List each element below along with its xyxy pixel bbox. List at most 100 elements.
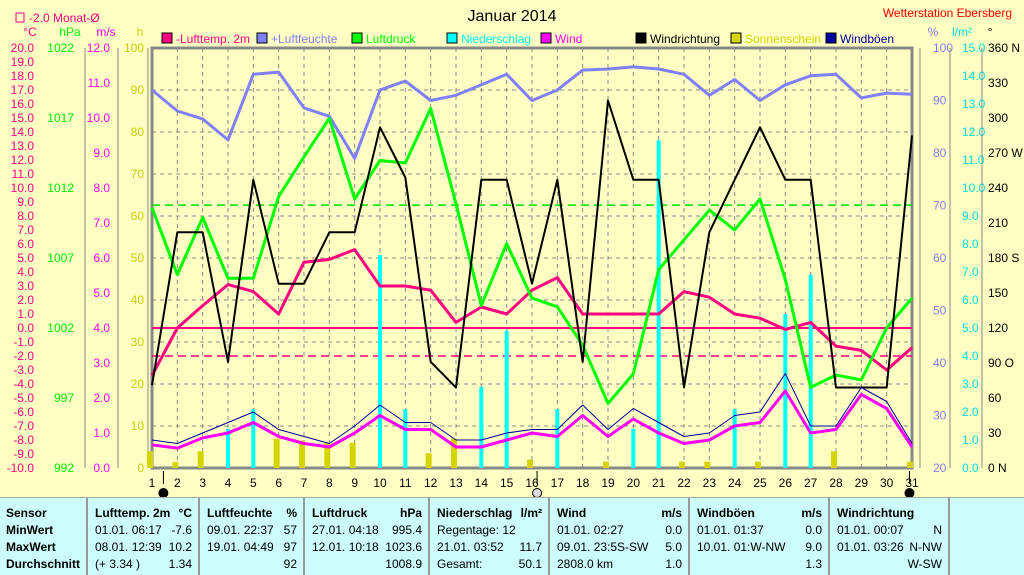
axis-tick-temp: 14.0 bbox=[11, 125, 35, 139]
table-header-unit: m/s bbox=[661, 506, 682, 520]
table-column bbox=[88, 498, 200, 575]
table-value: -7.6 bbox=[171, 523, 192, 537]
table-cell: 21.01. 03:52 bbox=[437, 540, 504, 554]
axis-tick-sun: 30 bbox=[131, 335, 145, 349]
axis-tick-pressure: 1017 bbox=[47, 111, 74, 125]
axis-tick-sun: 100 bbox=[124, 41, 144, 55]
table-header: Sensor bbox=[6, 506, 47, 520]
axis-tick-rain: 8.0 bbox=[962, 237, 979, 251]
legend-swatch-1 bbox=[256, 32, 268, 44]
table-cell: 01.01. 03:26 bbox=[837, 540, 904, 554]
table-column bbox=[550, 498, 690, 575]
axis-unit-temp: °C bbox=[23, 25, 37, 39]
table-cell: 01.01. 00:07 bbox=[837, 523, 904, 537]
table-header: Wind bbox=[557, 506, 587, 520]
axis-tick-rain: 2.0 bbox=[962, 405, 979, 419]
x-tick-label: 18 bbox=[576, 476, 590, 490]
axis-tick-wind: 6.0 bbox=[93, 251, 110, 265]
table-column bbox=[200, 498, 305, 575]
precipitation-bar bbox=[555, 409, 560, 468]
axis-tick-rain: 12.0 bbox=[962, 125, 986, 139]
table-header-unit: hPa bbox=[399, 506, 422, 520]
sunshine-bar bbox=[425, 453, 432, 468]
table-cell: 12.01. 10:18 bbox=[312, 540, 379, 554]
axis-tick-dir: 300 bbox=[988, 111, 1008, 125]
axis-tick-temp: -5.0 bbox=[13, 391, 34, 405]
series-line-luftfeuchte bbox=[151, 65, 913, 160]
table-value: N-NW bbox=[909, 540, 942, 554]
series-line-lufttemp-m bbox=[150, 248, 913, 377]
axis-tick-wind: 12.0 bbox=[87, 41, 111, 55]
axis-tick-temp: 7.0 bbox=[17, 223, 34, 237]
axis-tick-humidity: 90 bbox=[933, 94, 947, 108]
axis-tick-temp: 16.0 bbox=[11, 97, 35, 111]
sunshine-bar bbox=[147, 451, 153, 468]
precipitation-bar bbox=[226, 428, 230, 468]
table-cell: 08.01. 12:39 bbox=[95, 540, 162, 554]
table-value: 5.0 bbox=[665, 540, 682, 554]
axis-tick-wind: 1.0 bbox=[93, 426, 110, 440]
table-value: 11.7 bbox=[519, 540, 542, 554]
chart-title: Januar 2014 bbox=[468, 8, 557, 25]
table-header: Niederschlag bbox=[437, 506, 513, 520]
axis-tick-sun: 0 bbox=[137, 461, 144, 475]
axis-tick-wind: 7.0 bbox=[93, 216, 110, 230]
legend-label-2: Luftdruck bbox=[366, 32, 416, 46]
table-value: 10.2 bbox=[168, 540, 192, 554]
table-cell: 09.01. 22:37 bbox=[207, 523, 274, 537]
legend-swatch-2 bbox=[351, 32, 363, 44]
legend-label-5: Windrichtung bbox=[650, 32, 720, 46]
table-cell: 27.01. 04:18 bbox=[312, 523, 379, 537]
table-value: 0.0 bbox=[805, 523, 822, 537]
legend-swatch-7 bbox=[825, 32, 837, 44]
x-tick-label: 17 bbox=[551, 476, 565, 490]
legend-label-3: Niederschlag bbox=[461, 32, 531, 46]
precipitation-bar bbox=[808, 274, 813, 468]
axis-tick-wind: 2.0 bbox=[93, 391, 110, 405]
x-tick-label: 29 bbox=[855, 476, 869, 490]
axis-tick-temp: 15.0 bbox=[11, 111, 35, 125]
axis-tick-rain: 13.0 bbox=[962, 97, 986, 111]
axis-tick-dir: 30 bbox=[988, 426, 1002, 440]
axis-tick-temp: -3.0 bbox=[13, 363, 34, 377]
precipitation-bar bbox=[378, 255, 382, 468]
table-value: 1.34 bbox=[168, 557, 192, 571]
axis-tick-dir: 330 bbox=[988, 76, 1008, 90]
table-header: Lufttemp. 2m bbox=[95, 506, 171, 520]
table-value: 97 bbox=[283, 540, 297, 554]
legend-label-7: Windböen bbox=[840, 32, 894, 46]
axis-tick-rain: 11.0 bbox=[962, 153, 985, 167]
table-header: Luftfeuchte bbox=[207, 506, 273, 520]
x-tick-label: 26 bbox=[779, 476, 793, 490]
axis-tick-temp: 19.0 bbox=[11, 55, 35, 69]
axis-tick-humidity: 20 bbox=[933, 461, 947, 475]
axis-tick-temp: -10.0 bbox=[7, 461, 35, 475]
x-tick-label: 1 bbox=[149, 476, 156, 490]
axis-tick-temp: 10.0 bbox=[11, 181, 35, 195]
axis-unit-humidity: % bbox=[928, 25, 939, 39]
sunshine-bar bbox=[349, 442, 356, 468]
axis-tick-temp: 18.0 bbox=[11, 69, 35, 83]
axis-tick-pressure: 1012 bbox=[47, 181, 74, 195]
sunshine-bar bbox=[755, 461, 761, 468]
axis-tick-temp: -9.0 bbox=[13, 447, 34, 461]
axis-tick-rain: 7.0 bbox=[962, 265, 979, 279]
axis-tick-humidity: 70 bbox=[933, 199, 947, 213]
axis-tick-temp: -7.0 bbox=[13, 419, 34, 433]
table-header: Luftdruck bbox=[312, 506, 368, 520]
axis-tick-dir: 60 bbox=[988, 391, 1002, 405]
axis-tick-wind: 10.0 bbox=[87, 111, 111, 125]
axis-unit-sun: h bbox=[137, 25, 144, 39]
axis-tick-temp: 0.0 bbox=[17, 321, 34, 335]
table-header-unit: °C bbox=[178, 506, 192, 520]
axis-tick-temp: 20.0 bbox=[11, 41, 35, 55]
precipitation-bar bbox=[732, 409, 737, 468]
sunshine-bar bbox=[907, 461, 913, 468]
axis-tick-temp: 6.0 bbox=[17, 237, 34, 251]
axis-tick-temp: -1.0 bbox=[13, 335, 34, 349]
x-tick-label: 14 bbox=[475, 476, 489, 490]
precipitation-bar bbox=[656, 140, 661, 468]
axis-tick-temp: 8.0 bbox=[17, 209, 34, 223]
axis-unit-pressure: hPa bbox=[59, 25, 81, 39]
series-line-windböen bbox=[151, 373, 913, 444]
